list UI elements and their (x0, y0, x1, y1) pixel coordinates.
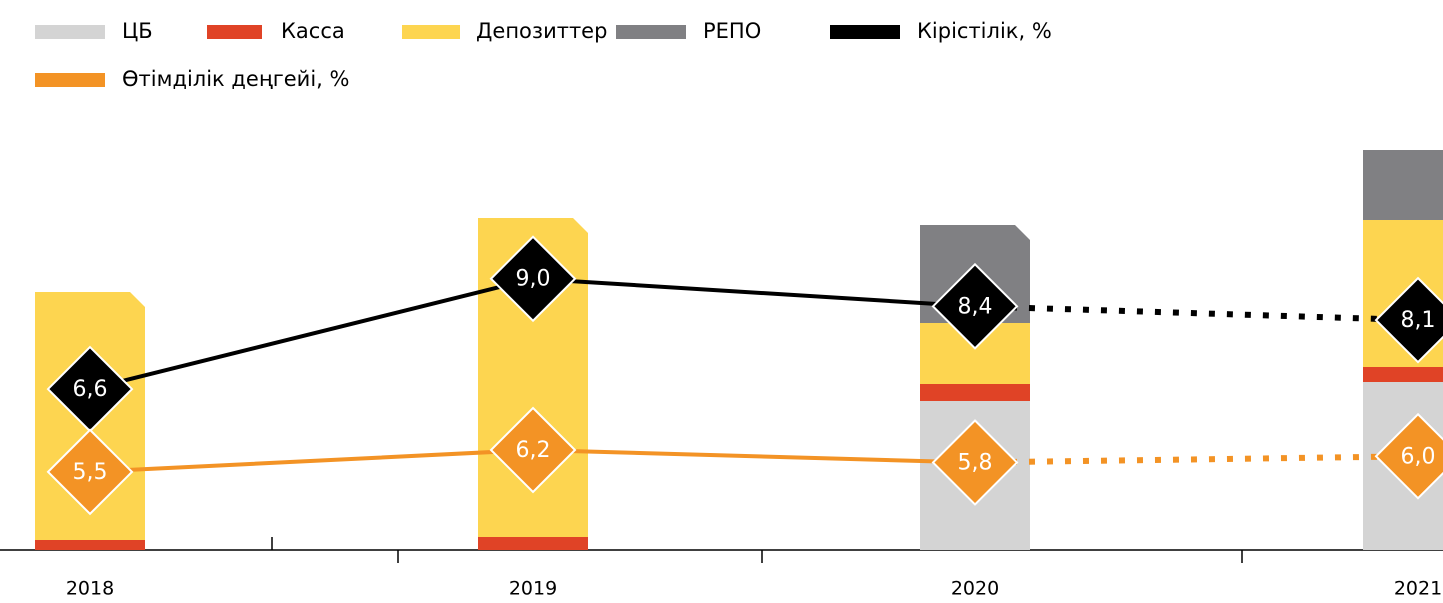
legend-swatch (35, 73, 105, 87)
data-label: 6,0 (1401, 444, 1436, 469)
x-tick-label: 2018 (66, 578, 114, 600)
legend-label: Депозиттер (476, 19, 607, 43)
marker-diamond (46, 428, 134, 516)
bar-segment (35, 540, 145, 550)
bar-segment (478, 537, 588, 550)
bar-segment (920, 323, 1030, 384)
legend-swatch (616, 25, 686, 39)
marker-diamond (1374, 412, 1443, 500)
legend-swatch (830, 25, 900, 39)
legend-label: ЦБ (122, 19, 153, 43)
marker-diamond (1374, 276, 1443, 364)
legend-label: Касса (281, 19, 345, 43)
legend-label: Өтімділік деңгейі, % (122, 67, 349, 91)
data-label: 5,8 (958, 451, 993, 476)
data-label: 6,6 (73, 377, 108, 402)
x-tick-label: 2019 (509, 578, 557, 600)
data-label: 8,1 (1401, 308, 1436, 333)
x-tick-label: 2021 (1394, 578, 1442, 600)
marker-diamond (931, 262, 1019, 350)
marker-diamond (489, 406, 577, 494)
marker-diamond (931, 419, 1019, 506)
legend-label: Кірістілік, % (917, 19, 1052, 43)
x-tick-label: 2020 (951, 578, 999, 600)
data-label: 8,4 (958, 294, 993, 319)
marker-diamond (489, 235, 577, 323)
legend-swatch (35, 25, 105, 39)
line-series (974, 453, 1419, 466)
legend-label: РЕПО (703, 19, 761, 43)
bar-segment (920, 384, 1030, 401)
data-label: 5,5 (73, 460, 108, 485)
legend-swatch (402, 25, 460, 39)
data-label: 6,2 (516, 438, 551, 463)
x-axis-ticks (271, 537, 1243, 563)
line-series (974, 303, 1419, 324)
legend-swatch (207, 25, 262, 39)
bar-segment (1363, 367, 1443, 382)
bar-segment (1363, 150, 1443, 220)
data-label: 9,0 (516, 267, 551, 292)
